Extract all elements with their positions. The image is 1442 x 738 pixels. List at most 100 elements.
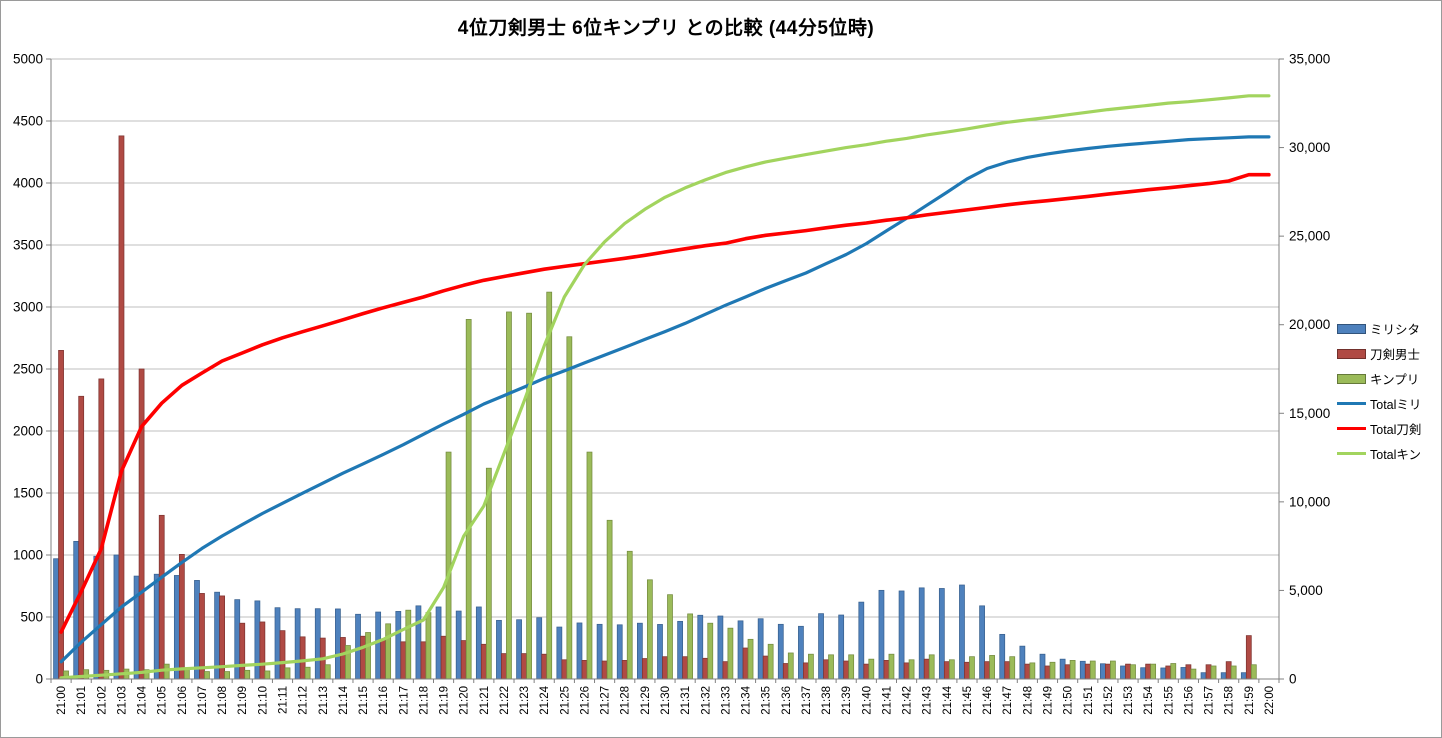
x-axis-tick-label: 21:58: [1224, 686, 1236, 715]
millisita-bar: [475, 606, 482, 680]
legend-item-millisita: ミリシタ: [1337, 320, 1421, 337]
x-axis-tick-label: 21:22: [499, 686, 511, 715]
kinpuri-bar: [244, 669, 251, 680]
kinpuri-bar: [1029, 662, 1036, 680]
millisita-bar: [1120, 665, 1126, 680]
x-axis-tick-label: 21:25: [559, 686, 571, 715]
x-axis-tick-label: 21:03: [116, 686, 128, 715]
millisita-bar: [194, 580, 200, 680]
touken-bar: [360, 635, 366, 680]
right-axis-tick-label: 35,000: [1289, 52, 1330, 67]
x-axis-tick-label: 21:34: [741, 685, 753, 714]
legend-bar-swatch-icon: [1337, 373, 1366, 384]
millisita-bar: [294, 608, 301, 680]
x-axis-tick-label: 21:08: [217, 686, 229, 715]
kinpuri-bar: [667, 594, 673, 680]
millisita-bar: [999, 633, 1006, 680]
x-axis-tick-label: 21:57: [1204, 686, 1216, 715]
kinpuri-bar: [1250, 664, 1257, 680]
millisita-bar: [536, 617, 543, 680]
touken-bar: [380, 638, 387, 680]
x-axis-tick-label: 21:09: [237, 686, 249, 715]
touken-bar: [480, 643, 487, 680]
kinpuri-bar: [183, 669, 190, 680]
touken-bar: [340, 637, 346, 680]
x-axis-tick-label: 21:43: [922, 686, 934, 715]
x-axis-tick-label: 21:26: [579, 686, 591, 715]
touken-bar: [641, 658, 648, 680]
x-axis-tick-label: 21:47: [1002, 686, 1014, 715]
touken-bar: [823, 659, 829, 680]
millisita-bar: [73, 540, 80, 680]
millisita-bar: [777, 623, 784, 680]
touken-bar: [279, 630, 286, 680]
millisita-bar: [737, 620, 744, 680]
touken-bar: [460, 640, 467, 680]
touken-bar: [1245, 635, 1252, 680]
x-axis-tick-label: 21:51: [1083, 686, 1095, 715]
legend-bar-swatch-icon: [1337, 323, 1366, 334]
legend-label: Totalキン: [1370, 448, 1422, 462]
x-axis-tick-label: 21:16: [378, 686, 390, 715]
kinpuri-bar: [1130, 664, 1136, 680]
x-axis-tick-label: 21:41: [881, 686, 893, 715]
left-axis-tick-label: 2500: [13, 362, 43, 377]
kinpuri-bar: [304, 666, 311, 680]
legend-label: Total刀剣: [1370, 423, 1422, 437]
millisita-bar: [53, 558, 59, 680]
x-axis-tick-label: 21:24: [539, 685, 551, 714]
x-axis-tick-label: 21:27: [600, 686, 612, 715]
touken-bar: [501, 653, 507, 680]
x-axis-tick-label: 21:01: [76, 686, 88, 715]
millisita-bar: [375, 611, 382, 680]
x-axis-tick-label: 21:35: [761, 686, 773, 715]
touken-bar: [400, 641, 407, 680]
x-axis-tick-label: 21:18: [418, 686, 430, 715]
kinpuri-bar: [1009, 656, 1016, 680]
touken-bar: [118, 135, 125, 680]
kinpuri-bar: [566, 336, 573, 680]
millisita-bar: [798, 625, 804, 680]
touken-bar: [984, 661, 990, 680]
kinpuri-bar: [1069, 660, 1076, 680]
touken-bar: [78, 395, 85, 680]
millisita-bar: [274, 607, 281, 680]
touken-bar: [762, 655, 769, 680]
x-axis-tick-label: 21:00: [56, 686, 68, 715]
touken-bar: [903, 662, 910, 680]
x-axis-tick-label: 21:39: [841, 686, 853, 715]
touken-bar: [662, 656, 668, 680]
x-axis-tick-label: 21:29: [640, 686, 652, 715]
touken-bar: [1205, 664, 1212, 680]
millisita-bar: [455, 610, 462, 680]
x-axis-tick-label: 21:13: [318, 686, 330, 715]
touken-bar: [943, 661, 950, 680]
millisita-bar: [335, 608, 341, 680]
x-axis-tick-label: 21:31: [680, 686, 692, 715]
kinpuri-bar: [606, 519, 613, 680]
kinpuri-bar: [969, 656, 975, 680]
kinpuri-bar: [204, 671, 210, 680]
millisita-bar: [576, 622, 583, 680]
millisita-bar: [898, 590, 905, 680]
x-axis-tick-label: 21:50: [1063, 686, 1075, 715]
touken-bar: [541, 653, 548, 680]
chart-title: 4位刀剣男士 6位キンプリ との比較 (44分5位時): [457, 18, 875, 39]
millisita-bar: [636, 622, 643, 680]
x-axis-tick-label: 21:46: [982, 686, 994, 715]
touken-bar: [843, 660, 850, 680]
x-axis-tick-label: 21:59: [1244, 686, 1256, 715]
touken-bar: [923, 658, 930, 680]
x-axis-tick-label: 21:49: [1042, 686, 1054, 715]
legend-line-swatch-icon: [1337, 402, 1366, 405]
legend-item-kinpuri: キンプリ: [1337, 370, 1421, 387]
touken-bar: [1125, 663, 1131, 680]
legend: ミリシタ 刀剣男士 キンプリ Totalミリ Total刀剣 Totalキン: [1337, 320, 1421, 462]
kinpuri-bar: [928, 654, 935, 680]
touken-bar: [782, 663, 789, 680]
touken-bar: [420, 641, 427, 680]
kinpuri-bar: [727, 627, 734, 680]
kinpuri-bar: [1150, 663, 1157, 680]
x-axis-tick-label: 21:56: [1183, 686, 1195, 715]
kinpuri-bar: [1170, 663, 1177, 680]
